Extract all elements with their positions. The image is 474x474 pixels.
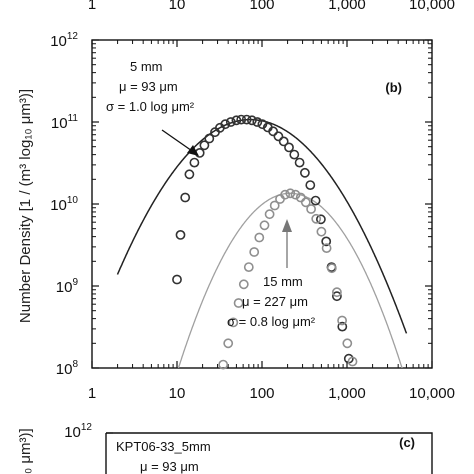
x-tick-label: 10 [169, 385, 186, 402]
annotation-mu: μ = 93 μm [140, 459, 199, 474]
x-tick-label: 10,000 [409, 385, 455, 402]
data-point-series-2 [326, 263, 337, 274]
y-tick-label: 1011 [51, 113, 79, 132]
data-point-series-2 [290, 189, 301, 200]
data-point-series-2 [264, 209, 275, 220]
x-tick-label: 100 [249, 385, 274, 402]
data-point-series-2 [254, 232, 265, 243]
top-strip-tick-label: 10,000 [409, 0, 455, 13]
data-point-series-2 [321, 243, 332, 253]
data-point-series-2 [295, 192, 306, 203]
data-point-series-1 [299, 167, 310, 178]
data-point-series-1 [321, 236, 332, 247]
data-point-series-1 [220, 119, 231, 130]
y-tick-label: 1012 [50, 31, 78, 50]
annotation-15mm-sigma: σ = 0.8 log μm² [227, 314, 316, 329]
y-axis-label: Number Density [1 / (m³ log₁₀ μm³)] [17, 89, 34, 323]
data-point-series-2 [306, 204, 316, 214]
data-point-series-1 [236, 114, 247, 125]
data-point-series-1 [315, 214, 326, 225]
data-point-series-2 [280, 189, 290, 200]
data-point-series-1 [180, 192, 191, 203]
data-point-series-1 [294, 157, 305, 168]
data-point-series-2 [331, 287, 342, 298]
data-point-series-2 [300, 197, 311, 208]
data-point-series-2 [347, 356, 358, 367]
annotation-5mm-sigma: σ = 1.0 log μm² [106, 99, 195, 114]
data-point-series-2 [233, 298, 244, 308]
data-point-series-1 [175, 229, 186, 240]
data-point-series-2 [218, 359, 229, 370]
top-strip-tick-label: 10 [169, 0, 186, 13]
arrowhead-icon [282, 219, 292, 232]
y-tick-label: 109 [56, 277, 79, 296]
data-point-series-1 [337, 321, 348, 332]
y-tick-label: 108 [56, 359, 79, 378]
data-point-series-2 [285, 188, 296, 199]
top-strip-tick-label: 1 [88, 0, 96, 13]
data-point-series-1 [252, 117, 263, 127]
plot-frame [105, 432, 433, 474]
top-strip-x-labels: 1 10 100 1,000 10,000 [88, 0, 455, 13]
top-strip-tick-label: 1,000 [328, 0, 366, 13]
fit-curves [116, 118, 408, 368]
data-point-series-1 [172, 274, 182, 285]
data-point-series-1 [204, 133, 215, 144]
data-point-series-2 [249, 247, 260, 257]
data-point-series-1 [246, 115, 257, 126]
annotation-15mm-size: 15 mm [263, 274, 303, 289]
arrowhead-icon [187, 145, 199, 156]
data-point-series-1 [289, 149, 300, 160]
x-axis-ticks: 1 10 100 1,000 10,000 [88, 40, 455, 402]
data-point-series-1 [278, 136, 289, 147]
x-tick-label: 1,000 [328, 385, 366, 402]
annotation-5mm-mu: μ = 93 μm [119, 79, 178, 94]
data-points [172, 114, 358, 370]
panel-b: 1 10 100 1,000 10,000 108 109 1010 1011 1012 (b)… [17, 31, 455, 402]
data-point-series-2 [337, 315, 347, 326]
data-point-series-1 [331, 291, 342, 302]
y-tick-label: 1012 [64, 422, 92, 441]
data-point-series-2 [223, 338, 234, 349]
data-point-series-2 [243, 262, 254, 272]
panel-label: (b) [385, 80, 402, 95]
data-point-series-1 [273, 131, 284, 142]
y-tick-label: 1010 [50, 195, 78, 214]
data-point-series-2 [311, 213, 322, 224]
data-point-series-1 [184, 169, 195, 180]
data-point-series-1 [241, 114, 252, 125]
data-point-series-1 [268, 126, 278, 137]
annotation-sample-id: KPT06-33_5mm [116, 439, 211, 454]
y-axis-label: ₀ μm³)] [17, 428, 34, 474]
data-point-series-2 [269, 200, 280, 211]
x-tick-label: 1 [88, 385, 96, 402]
annotation-5mm-arrow [161, 129, 196, 154]
data-point-series-1 [199, 140, 210, 151]
panel-label: (c) [399, 435, 415, 450]
fit-curve-2 [177, 192, 403, 368]
data-point-series-2 [342, 338, 353, 349]
annotation-15mm-mu: μ = 227 μm [242, 294, 308, 309]
top-strip-tick-label: 100 [249, 0, 274, 13]
data-point-series-1 [284, 142, 294, 153]
data-point-series-2 [316, 226, 327, 237]
panel-c: 1012 ₀ μm³)] (c) KPT06-33_5mm μ = 93 μm [17, 422, 433, 474]
data-point-series-1 [189, 157, 200, 168]
data-point-series-1 [225, 117, 236, 127]
y-axis-ticks: 108 109 1010 1011 1012 [50, 31, 432, 378]
data-point-series-1 [231, 115, 242, 126]
annotation-5mm-size: 5 mm [130, 59, 163, 74]
data-point-series-1 [305, 180, 316, 190]
data-point-series-2 [259, 220, 270, 231]
data-point-series-1 [310, 195, 321, 206]
data-point-series-2 [228, 317, 239, 328]
data-point-series-2 [238, 279, 249, 290]
